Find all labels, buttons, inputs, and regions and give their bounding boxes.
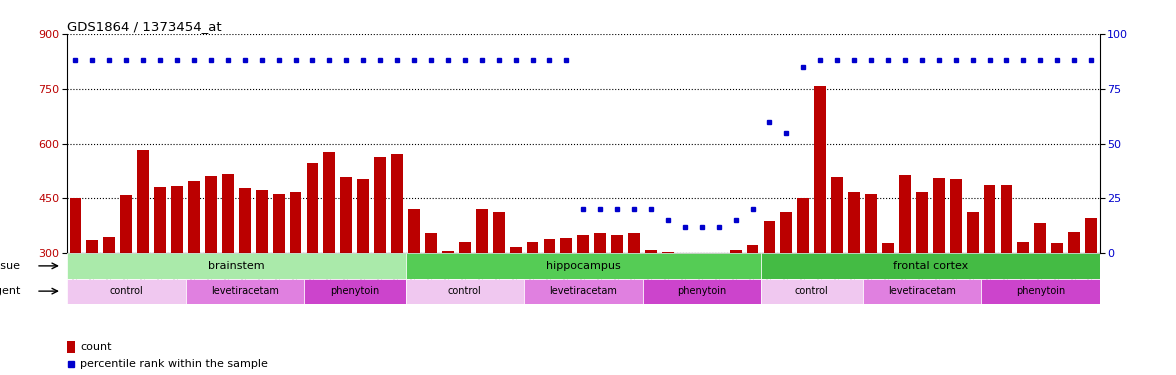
Text: GDS1864 / 1373454_at: GDS1864 / 1373454_at <box>67 20 221 33</box>
Bar <box>509 247 521 253</box>
Bar <box>763 221 775 253</box>
Bar <box>425 233 436 253</box>
Bar <box>67 253 406 279</box>
Bar <box>981 279 1100 304</box>
Text: agent: agent <box>0 286 20 296</box>
Bar <box>848 192 860 253</box>
Bar <box>662 252 674 253</box>
Bar <box>814 86 827 253</box>
Bar <box>406 253 761 279</box>
Text: control: control <box>795 286 829 296</box>
Bar <box>69 198 81 253</box>
Bar <box>646 251 657 253</box>
Text: count: count <box>80 342 112 352</box>
Bar <box>67 341 75 352</box>
Bar <box>543 239 555 253</box>
Bar <box>406 279 524 304</box>
Text: hippocampus: hippocampus <box>546 261 621 271</box>
Text: brainstem: brainstem <box>208 261 265 271</box>
Bar <box>186 279 305 304</box>
Bar <box>442 251 454 253</box>
Bar <box>524 279 642 304</box>
Bar <box>358 179 369 253</box>
Bar <box>1068 232 1080 253</box>
Bar <box>747 245 759 253</box>
Bar <box>273 194 285 253</box>
Bar <box>323 152 335 253</box>
Text: levetiracetam: levetiracetam <box>549 286 617 296</box>
Bar <box>862 279 981 304</box>
Bar <box>612 235 623 253</box>
Bar <box>933 177 944 253</box>
Bar <box>882 243 894 253</box>
Bar <box>87 240 99 253</box>
Text: levetiracetam: levetiracetam <box>888 286 956 296</box>
Bar <box>459 242 470 253</box>
Bar <box>797 198 809 253</box>
Text: control: control <box>448 286 482 296</box>
Bar <box>188 181 200 253</box>
Bar <box>983 185 995 253</box>
Bar <box>340 177 353 253</box>
Bar <box>761 279 862 304</box>
Bar <box>476 209 488 253</box>
Bar <box>950 179 962 253</box>
Bar <box>730 251 742 253</box>
Text: frontal cortex: frontal cortex <box>893 261 968 271</box>
Bar <box>781 212 793 253</box>
Text: phenytoin: phenytoin <box>677 286 727 296</box>
Text: phenytoin: phenytoin <box>330 286 380 296</box>
Bar <box>577 235 589 253</box>
Bar <box>205 176 216 253</box>
Bar <box>305 279 406 304</box>
Bar <box>761 253 1100 279</box>
Bar <box>898 175 911 253</box>
Bar <box>67 279 186 304</box>
Bar <box>642 279 761 304</box>
Bar <box>120 195 132 253</box>
Text: percentile rank within the sample: percentile rank within the sample <box>80 359 268 369</box>
Bar <box>172 186 183 253</box>
Bar <box>239 188 250 253</box>
Bar <box>1085 218 1097 253</box>
Bar <box>374 158 386 253</box>
Bar <box>408 209 420 253</box>
Bar <box>392 154 403 253</box>
Bar <box>103 237 115 253</box>
Bar <box>1051 243 1063 253</box>
Bar <box>493 212 505 253</box>
Bar <box>1035 223 1047 253</box>
Bar <box>594 233 606 253</box>
Text: phenytoin: phenytoin <box>1016 286 1065 296</box>
Bar <box>916 192 928 253</box>
Bar <box>527 242 539 253</box>
Bar <box>1017 242 1029 253</box>
Text: tissue: tissue <box>0 261 20 271</box>
Bar <box>307 162 319 253</box>
Bar <box>255 190 268 253</box>
Bar <box>154 188 166 253</box>
Text: control: control <box>109 286 143 296</box>
Bar <box>138 150 149 253</box>
Bar <box>967 212 978 253</box>
Bar <box>831 177 843 253</box>
Bar <box>628 233 640 253</box>
Text: levetiracetam: levetiracetam <box>211 286 279 296</box>
Bar <box>561 238 573 253</box>
Bar <box>222 174 234 253</box>
Bar <box>289 192 301 253</box>
Bar <box>1001 185 1013 253</box>
Bar <box>866 194 877 253</box>
